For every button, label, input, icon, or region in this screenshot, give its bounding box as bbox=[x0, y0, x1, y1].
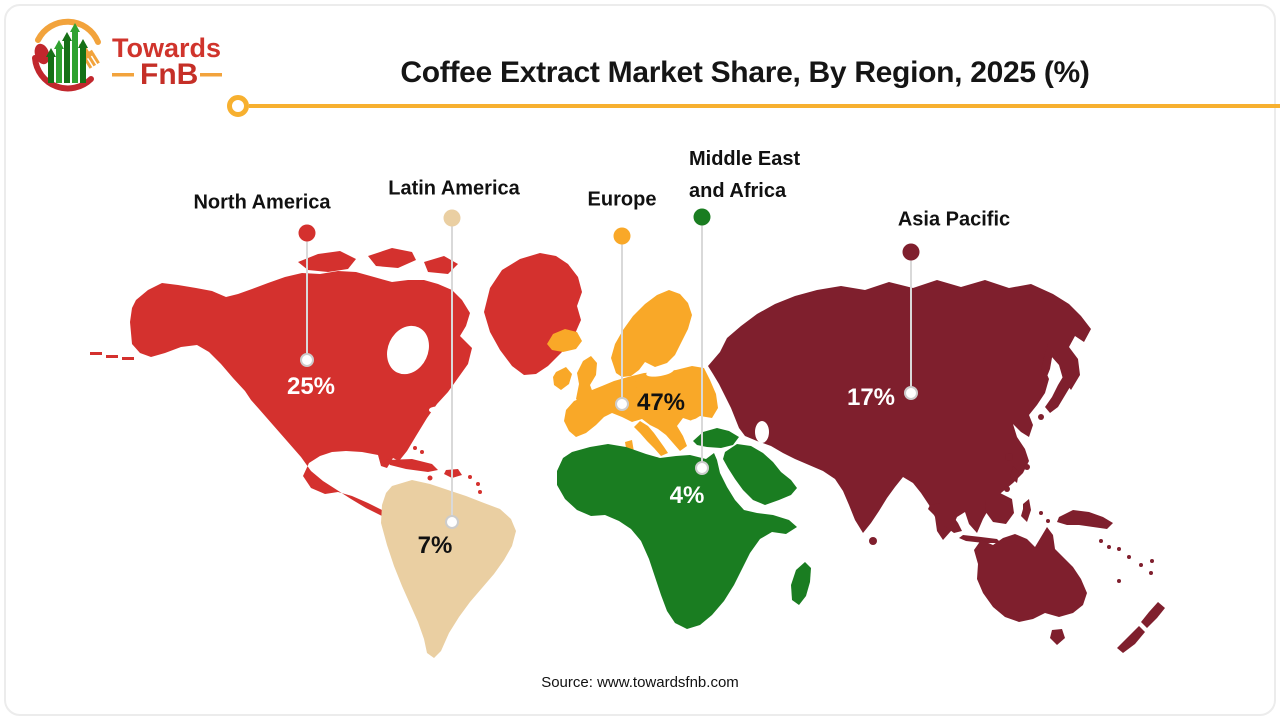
map-greenland bbox=[484, 253, 582, 375]
middle-east-africa-marker-dot bbox=[693, 208, 711, 226]
caspian-sea bbox=[755, 421, 769, 443]
spoon-icon bbox=[34, 43, 50, 65]
logo-fnb-text: FnB bbox=[140, 58, 198, 91]
logo-arc-yellow bbox=[35, 18, 101, 45]
map-borneo bbox=[985, 493, 1014, 524]
map-madagascar bbox=[791, 562, 811, 605]
baltic-sea bbox=[646, 367, 674, 377]
asia-pacific-marker-dot bbox=[902, 243, 920, 261]
leader-lines bbox=[306, 217, 912, 522]
page-title: Coffee Extract Market Share, By Region, … bbox=[400, 56, 1090, 90]
logo-circle-mark bbox=[32, 18, 101, 92]
map-eurasia bbox=[708, 280, 1091, 540]
map-region-middle-east-africa bbox=[557, 428, 811, 629]
region-label-europe: Europe bbox=[587, 188, 657, 211]
map-new-zealand-south bbox=[1117, 626, 1145, 653]
map-turkey bbox=[693, 428, 739, 448]
region-label-latin-america: Latin America bbox=[388, 177, 520, 200]
europe-leader-endpoint bbox=[615, 397, 629, 411]
logo-arc-red bbox=[32, 55, 94, 92]
map-italy bbox=[634, 421, 668, 456]
middle-east-africa-leader-endpoint bbox=[695, 461, 709, 475]
logo-dash-left bbox=[112, 73, 134, 77]
map-scandinavia bbox=[611, 290, 692, 377]
value-label-middle-east-africa: 4% bbox=[669, 482, 705, 509]
asia-pacific-leader-endpoint bbox=[904, 386, 918, 400]
map-uk bbox=[576, 356, 597, 402]
map-arabian-peninsula bbox=[723, 444, 797, 505]
value-label-north-america: 25% bbox=[286, 373, 336, 400]
brand-logo: Towards FnB bbox=[32, 18, 222, 92]
map-region-asia-pacific bbox=[708, 280, 1165, 653]
logo-dash-right bbox=[200, 73, 222, 77]
growth-bars-icon bbox=[46, 23, 88, 83]
north-america-marker-dot bbox=[298, 224, 316, 242]
map-region-europe bbox=[547, 290, 718, 465]
value-label-europe: 47% bbox=[636, 389, 686, 416]
region-label-asia-pacific: Asia Pacific bbox=[897, 208, 1011, 231]
logo-towards-text: Towards bbox=[112, 33, 221, 63]
leader-endpoints bbox=[300, 353, 918, 529]
latin-america-marker-dot bbox=[443, 209, 461, 227]
map-cuba bbox=[386, 459, 438, 472]
hudson-bay bbox=[387, 325, 429, 375]
latin-america-leader-endpoint bbox=[445, 515, 459, 529]
map-japan bbox=[1045, 369, 1077, 413]
map-region-north-america bbox=[90, 248, 582, 526]
value-label-latin-america: 7% bbox=[417, 532, 453, 559]
map-iceland bbox=[547, 329, 582, 352]
map-australia bbox=[974, 527, 1087, 622]
map-new-zealand-north bbox=[1141, 602, 1165, 628]
map-africa bbox=[557, 444, 797, 629]
source-text: Source: www.towardsfnb.com bbox=[541, 674, 739, 691]
title-divider-line bbox=[249, 104, 1280, 108]
region-label-middle-east-africa: Middle East and Africa bbox=[689, 148, 801, 202]
title-divider-ring bbox=[227, 95, 249, 117]
region-label-north-america: North America bbox=[193, 191, 331, 214]
value-label-asia-pacific: 17% bbox=[846, 384, 896, 411]
map-region-latin-america bbox=[381, 480, 516, 658]
north-america-leader-endpoint bbox=[300, 353, 314, 367]
map-new-guinea bbox=[1057, 510, 1113, 529]
europe-marker-dot bbox=[613, 227, 631, 245]
